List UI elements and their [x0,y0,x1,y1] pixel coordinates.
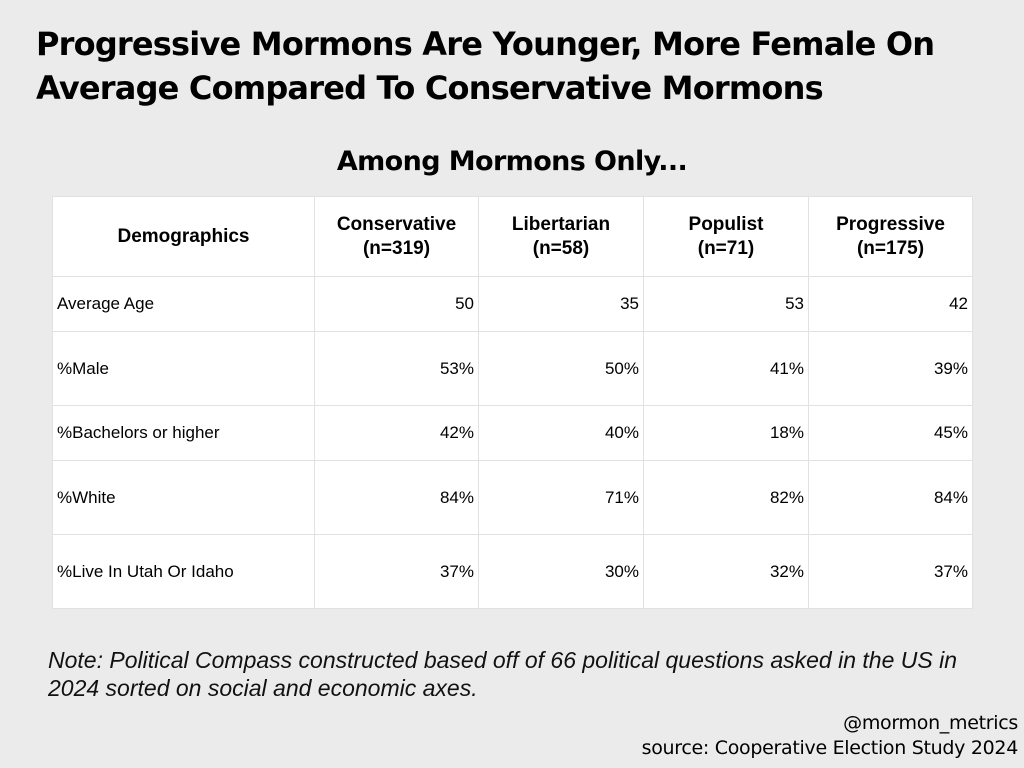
table-cell: 50% [478,331,644,406]
row-label: Average Age [52,276,315,332]
table-cell: 35 [478,276,644,332]
table-cell: 45% [808,405,973,461]
chart-subtitle: Among Mormons Only... [336,146,688,177]
table-cell: 53 [643,276,809,332]
column-header-name: Progressive [836,213,945,235]
table-cell: 32% [643,534,809,609]
table-cell: 18% [643,405,809,461]
column-header-name: Populist [688,213,764,235]
table-cell: 82% [643,460,809,535]
table-row: %White 84% 71% 82% 84% [52,460,973,535]
table-row: Average Age 50 35 53 42 [52,276,973,332]
table-row: %Male 53% 50% 41% 39% [52,331,973,406]
column-header-name: Libertarian [511,213,611,235]
table-cell: 71% [478,460,644,535]
author-handle: @mormon_metrics [843,712,1018,734]
table-cell: 53% [314,331,479,406]
row-label: %Male [52,331,315,406]
footnote: Note: Political Compass constructed base… [48,647,957,701]
table-cell: 42 [808,276,973,332]
column-header: Libertarian (n=58) [478,196,644,277]
row-label: %White [52,460,315,535]
table-header-row: Demographics Conservative (n=319) Libert… [52,196,973,277]
source-citation: source: Cooperative Election Study 2024 [641,737,1019,759]
demographics-table: Demographics Conservative (n=319) Libert… [52,196,973,609]
table-cell: 37% [808,534,973,609]
table-cell: 39% [808,331,973,406]
column-header-n: (n=175) [856,237,925,259]
table-row: %Bachelors or higher 42% 40% 18% 45% [52,405,973,461]
table-cell: 84% [808,460,973,535]
table-row: %Live In Utah Or Idaho 37% 30% 32% 37% [52,534,973,609]
table-cell: 40% [478,405,644,461]
table-cell: 37% [314,534,479,609]
column-header: Populist (n=71) [643,196,809,277]
column-header-n: (n=319) [362,237,431,259]
table-cell: 50 [314,276,479,332]
table-cell: 42% [314,405,479,461]
column-header: Conservative (n=319) [314,196,479,277]
row-label: %Bachelors or higher [52,405,315,461]
table-cell: 30% [478,534,644,609]
column-header-n: (n=58) [532,237,590,259]
row-label: %Live In Utah Or Idaho [52,534,315,609]
chart-title: Progressive Mormons Are Younger, More Fe… [36,25,935,107]
table-cell: 41% [643,331,809,406]
column-header: Progressive (n=175) [808,196,973,277]
column-header-name: Conservative [336,213,457,235]
corner-header: Demographics [52,196,315,277]
table-cell: 84% [314,460,479,535]
column-header-n: (n=71) [697,237,755,259]
